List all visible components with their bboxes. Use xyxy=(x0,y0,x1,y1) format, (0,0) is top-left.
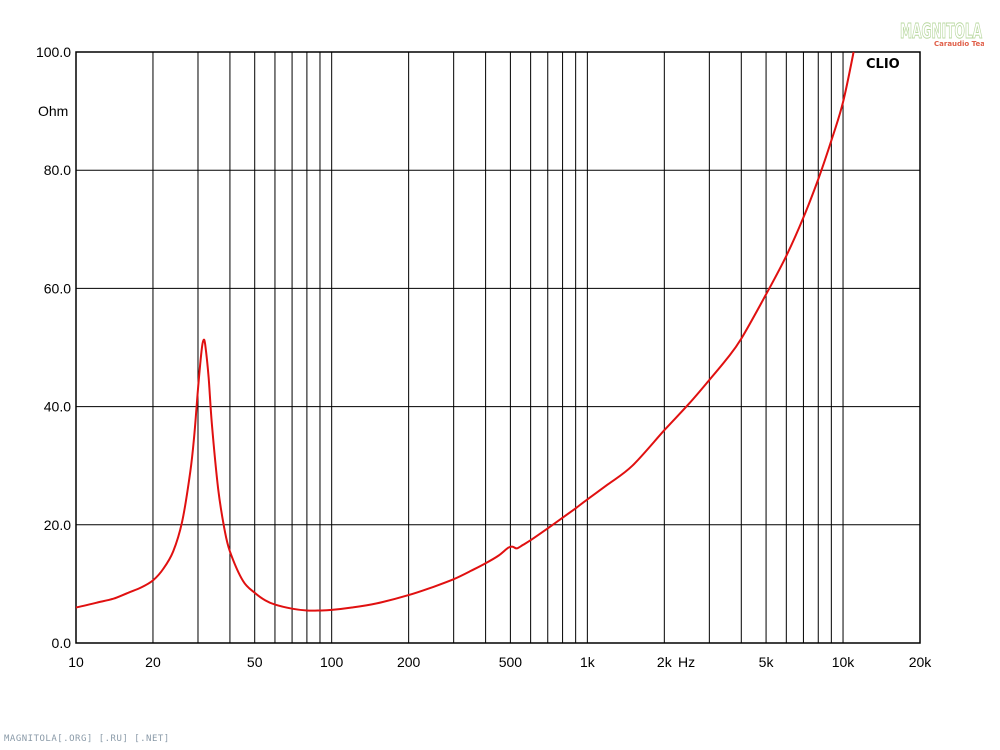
x-tick-label: 100 xyxy=(320,654,344,670)
y-tick-label: 100.0 xyxy=(36,44,71,60)
x-tick-label: 10 xyxy=(68,654,84,670)
y-tick-label: 0.0 xyxy=(52,635,72,651)
x-tick-label: 500 xyxy=(499,654,523,670)
x-tick-label: 2k xyxy=(657,654,673,670)
y-tick-label: 60.0 xyxy=(44,280,71,296)
magnitola-logo: MAGNITOLA Caraudio Team xyxy=(900,19,984,49)
y-tick-label: 20.0 xyxy=(44,517,71,533)
logo-subtext: Caraudio Team xyxy=(934,40,984,48)
grid-minor xyxy=(152,52,844,643)
x-axis-label: Hz xyxy=(678,654,695,670)
x-tick-label: 1k xyxy=(580,654,596,670)
plot-frame xyxy=(75,51,921,644)
x-tick-label: 10k xyxy=(832,654,856,670)
logo-text: MAGNITOLA xyxy=(900,19,982,43)
y-tick-label: 80.0 xyxy=(44,162,71,178)
x-tick-label: 50 xyxy=(247,654,263,670)
x-tick-label: 20 xyxy=(145,654,161,670)
footer-watermark: MAGNITOLA[.ORG] [.RU] [.NET] xyxy=(4,734,170,744)
x-tick-label: 20k xyxy=(909,654,933,670)
x-tick-labels: 10 20 50 100 200 500 1k 2k 5k 10k 20k xyxy=(68,654,932,670)
clio-badge: CLIO xyxy=(866,57,900,72)
x-tick-label: 200 xyxy=(397,654,421,670)
y-tick-labels: 0.0 20.0 40.0 60.0 80.0 100.0 xyxy=(36,44,71,651)
grid-major xyxy=(76,169,920,526)
y-axis-label: Ohm xyxy=(38,103,68,119)
x-tick-label: 5k xyxy=(759,654,775,670)
impedance-curve xyxy=(75,51,855,612)
y-tick-label: 40.0 xyxy=(44,399,71,415)
